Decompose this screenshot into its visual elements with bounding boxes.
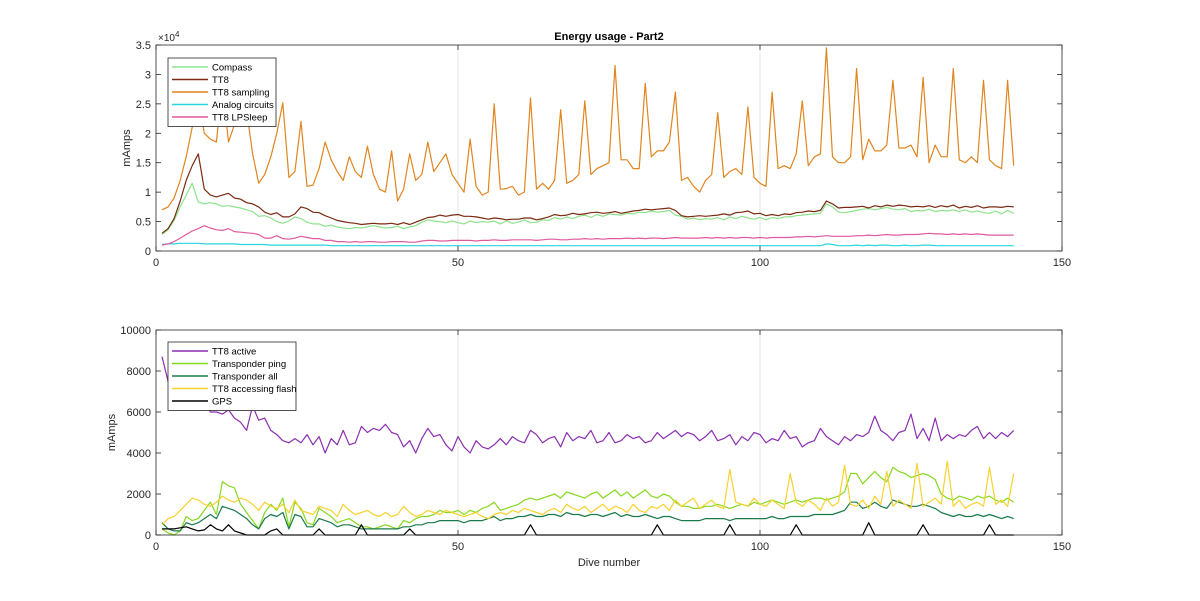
exponent-base: ×10	[158, 33, 175, 44]
bottom-y-axis-label: mAmps	[106, 413, 118, 451]
top-series-lines	[161, 47, 1015, 247]
y-tick-label: 1.5	[136, 158, 151, 170]
series-line-tt8	[161, 153, 1014, 234]
top-plot-area	[156, 45, 1062, 251]
bottom-grid	[457, 330, 761, 535]
y-tick-label: 3.5	[136, 40, 151, 52]
legend-entry: Transponder ping	[212, 359, 286, 370]
y-tick-label: 4000	[127, 448, 151, 460]
x-axis-label: Dive number	[578, 557, 641, 569]
x-tick-label: 150	[1053, 257, 1071, 269]
legend-entry: Analog circuits	[212, 100, 274, 111]
legend-entry: TT8 LPSleep	[212, 113, 267, 124]
legend-entry: TT8	[212, 75, 229, 86]
y-tick-label: 0	[145, 246, 151, 258]
top-y-axis-label: mAmps	[121, 129, 133, 167]
top-ticks: 0 50 100 150 0 0.5 1 1.5 2 2.5 3 3.5	[136, 40, 1071, 269]
exponent-power: 4	[175, 30, 180, 39]
y-tick-label: 10000	[120, 325, 151, 337]
top-y-exponent-label: ×104	[158, 30, 180, 44]
y-tick-label: 0.5	[136, 217, 151, 229]
x-tick-label: 0	[153, 541, 159, 553]
legend-entry: TT8 active	[212, 347, 256, 358]
bottom-plot-frame	[155, 329, 1063, 536]
series-line-tt8-lpsleep	[161, 225, 1014, 246]
x-tick-label: 50	[452, 541, 464, 553]
y-tick-label: 3	[145, 69, 151, 81]
x-tick-label: 50	[452, 257, 464, 269]
legend-entry: Compass	[212, 63, 252, 74]
series-line-transponder-all	[161, 499, 1014, 532]
y-tick-label: 6000	[127, 407, 151, 419]
bottom-ticks: 0 50 100 150 0 2000 4000 6000 8000 10000	[120, 325, 1071, 553]
y-tick-label: 2.5	[136, 99, 151, 111]
energy-usage-bottom-axes: 0 50 100 150 0 2000 4000 6000 8000 10000 mAmps Di…	[106, 325, 1071, 569]
chart-title: Energy usage - Part2	[554, 31, 663, 43]
series-line-tt8-active	[161, 356, 1015, 454]
top-plot-frame	[155, 44, 1063, 252]
energy-usage-top-axes: 0 50 100 150 0 0.5 1 1.5 2 2.5 3 3.5 Energy usage -…	[121, 30, 1071, 269]
series-line-transponder-ping	[161, 466, 1015, 536]
legend-entry: GPS	[212, 397, 232, 408]
legend-entry: TT8 accessing flash	[212, 384, 296, 395]
top-grid	[457, 45, 761, 251]
x-tick-label: 150	[1053, 541, 1071, 553]
legend-entry: TT8 sampling	[212, 88, 270, 99]
y-tick-label: 2	[145, 128, 151, 140]
series-line-analog-circuits	[161, 242, 1014, 247]
series-line-compass	[161, 182, 1014, 235]
x-tick-label: 100	[751, 541, 769, 553]
series-line-tt8-accessing-flash	[161, 460, 1015, 526]
x-tick-label: 0	[153, 257, 159, 269]
legend-entry: Transponder all	[212, 372, 278, 383]
y-tick-label: 1	[145, 187, 151, 199]
y-tick-label: 8000	[127, 366, 151, 378]
y-tick-label: 0	[145, 530, 151, 542]
y-tick-label: 2000	[127, 489, 151, 501]
series-line-tt8-sampling	[161, 47, 1015, 211]
x-tick-label: 100	[751, 257, 769, 269]
